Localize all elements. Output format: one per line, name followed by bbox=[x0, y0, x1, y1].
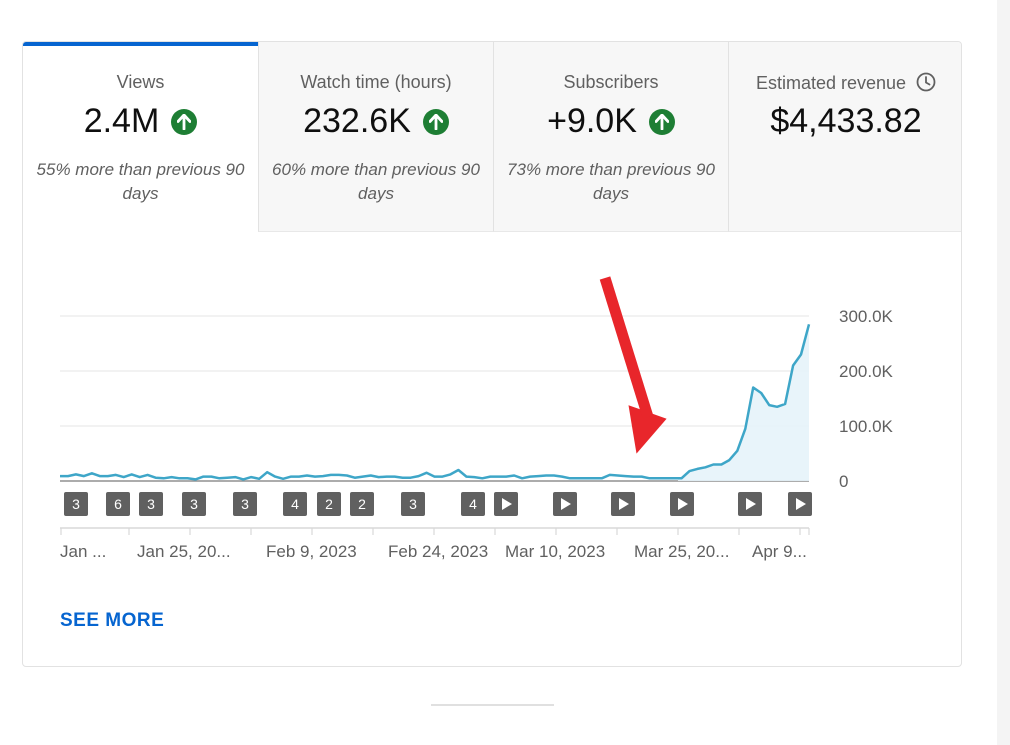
video-marker-count[interactable]: 4 bbox=[461, 492, 485, 516]
video-marker-bg bbox=[401, 492, 425, 516]
chart-gridlines bbox=[60, 315, 809, 482]
series-area bbox=[678, 324, 809, 481]
video-marker-count-label: 3 bbox=[72, 496, 80, 512]
tab-label: Views bbox=[116, 72, 165, 92]
video-marker-bg bbox=[139, 492, 163, 516]
tab-watch-time[interactable]: Watch time (hours) 232.6K 60% more than … bbox=[258, 42, 493, 232]
video-marker-bg bbox=[350, 492, 374, 516]
page-scroll-gutter bbox=[997, 0, 1010, 745]
tab-views[interactable]: Views 2.4M 55% more than previous 90 day… bbox=[23, 42, 258, 232]
comparison-text: 73% more than previous 90 days bbox=[507, 160, 715, 203]
video-marker-play[interactable] bbox=[611, 492, 635, 516]
video-marker-count[interactable]: 3 bbox=[233, 492, 257, 516]
play-icon bbox=[678, 498, 688, 510]
video-marker-bg bbox=[283, 492, 307, 516]
y-axis-ticks: 300.0K 200.0K 100.0K 0 bbox=[839, 307, 894, 491]
analytics-card: Views 2.4M 55% more than previous 90 day… bbox=[22, 41, 962, 667]
video-marker-count[interactable]: 2 bbox=[350, 492, 374, 516]
play-icon bbox=[746, 498, 756, 510]
video-marker-play[interactable] bbox=[494, 492, 518, 516]
x-tick-label: Mar 25, 20... bbox=[634, 542, 729, 561]
tab-label: Watch time (hours) bbox=[300, 72, 452, 92]
play-icon bbox=[502, 498, 512, 510]
video-marker-count-label: 6 bbox=[114, 496, 122, 512]
video-marker-bg bbox=[64, 492, 88, 516]
tab-label: Estimated revenue bbox=[755, 73, 907, 93]
x-tick-label: Mar 10, 2023 bbox=[505, 542, 605, 561]
video-marker-count[interactable]: 4 bbox=[283, 492, 307, 516]
comparison-text: 55% more than previous 90 days bbox=[36, 160, 245, 203]
x-tick-label: Jan 25, 20... bbox=[137, 542, 231, 561]
video-marker-count[interactable]: 6 bbox=[106, 492, 130, 516]
tab-subscribers[interactable]: Subscribers +9.0K 73% more than previous… bbox=[493, 42, 728, 232]
x-axis: Jan ... Jan 25, 20... Feb 9, 2023 Feb 24, 2… bbox=[60, 527, 810, 561]
tab-estimated-revenue[interactable]: Estimated revenue $4,433.82 bbox=[728, 42, 961, 232]
video-marker-bg bbox=[233, 492, 257, 516]
video-marker-play[interactable] bbox=[738, 492, 762, 516]
y-tick-label: 0 bbox=[839, 472, 848, 491]
metric-value: $4,433.82 bbox=[770, 102, 922, 140]
series-line bbox=[60, 323, 811, 481]
y-tick-label: 200.0K bbox=[839, 362, 894, 381]
video-marker-count-label: 4 bbox=[291, 496, 299, 512]
video-marker-bg bbox=[106, 492, 130, 516]
annotation-arrow bbox=[599, 276, 667, 454]
see-more-link[interactable]: SEE MORE bbox=[60, 610, 165, 631]
arrow-up-circle-icon bbox=[422, 108, 449, 135]
clock-icon[interactable] bbox=[916, 72, 936, 97]
metric-tabs: Views 2.4M 55% more than previous 90 day… bbox=[23, 42, 961, 232]
divider bbox=[431, 704, 554, 706]
metric-value: 2.4M bbox=[83, 102, 160, 140]
play-icon bbox=[619, 498, 629, 510]
x-tick-label: Feb 9, 2023 bbox=[266, 542, 357, 561]
video-marker-count-label: 2 bbox=[325, 496, 333, 512]
annotation-arrow-head bbox=[628, 405, 667, 454]
arrow-up-circle-icon bbox=[648, 108, 675, 135]
tab-label: Subscribers bbox=[563, 72, 659, 92]
video-marker-count[interactable]: 3 bbox=[401, 492, 425, 516]
video-marker-play[interactable] bbox=[788, 492, 812, 516]
video-marker-count[interactable]: 2 bbox=[317, 492, 341, 516]
video-markers: 3 6 3 3 3 4 2 2 3 4 bbox=[64, 492, 812, 516]
video-marker-count[interactable]: 3 bbox=[64, 492, 88, 516]
video-marker-count-label: 3 bbox=[409, 496, 417, 512]
video-marker-bg bbox=[461, 492, 485, 516]
video-marker-count-label: 4 bbox=[469, 496, 477, 512]
video-marker-count-label: 3 bbox=[147, 496, 155, 512]
video-marker-play[interactable] bbox=[670, 492, 694, 516]
metric-value: 232.6K bbox=[303, 102, 411, 140]
tab-label-row: Estimated revenue bbox=[729, 72, 961, 97]
arrow-up-circle-icon bbox=[171, 108, 198, 135]
x-tick-label: Feb 24, 2023 bbox=[388, 542, 488, 561]
video-marker-count[interactable]: 3 bbox=[139, 492, 163, 516]
x-tick-label: Apr 9... bbox=[752, 542, 807, 561]
y-tick-label: 300.0K bbox=[839, 307, 894, 326]
video-marker-count-label: 3 bbox=[241, 496, 249, 512]
video-marker-play[interactable] bbox=[553, 492, 577, 516]
play-icon bbox=[561, 498, 571, 510]
video-marker-count-label: 2 bbox=[358, 496, 366, 512]
comparison-text: 60% more than previous 90 days bbox=[272, 160, 480, 203]
metric-value: +9.0K bbox=[547, 102, 637, 140]
x-tick-label: Jan ... bbox=[60, 542, 106, 561]
video-marker-bg bbox=[182, 492, 206, 516]
play-icon bbox=[796, 498, 806, 510]
video-marker-count[interactable]: 3 bbox=[182, 492, 206, 516]
annotation-arrow-shaft bbox=[599, 276, 654, 419]
video-marker-bg bbox=[317, 492, 341, 516]
y-tick-label: 100.0K bbox=[839, 417, 894, 436]
video-marker-count-label: 3 bbox=[190, 496, 198, 512]
